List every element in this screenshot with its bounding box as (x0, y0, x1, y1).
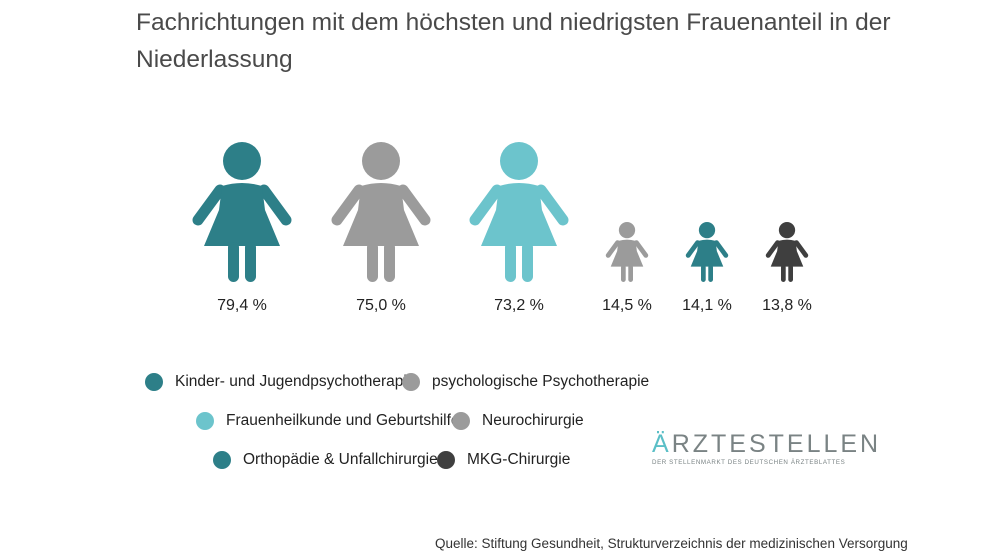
value-label-orthopaedie: 14,1 % (682, 297, 732, 314)
brand-tagline: DER STELLENMARKT DES DEUTSCHEN ÄRZTEBLAT… (652, 459, 846, 466)
figure-dress (770, 239, 804, 267)
figure-dress (610, 239, 644, 267)
legend-item-mkg-chirurgie: MKG-Chirurgie (437, 451, 570, 469)
figure-arm-right (634, 240, 649, 258)
figure-arm-left (685, 240, 700, 258)
value-label-neurochirurgie: 14,5 % (602, 297, 652, 314)
figure-dress (204, 183, 280, 246)
legend-dot (213, 451, 231, 469)
legend-dot (145, 373, 163, 391)
legend-dot (452, 412, 470, 430)
legend-item-kinder-jugendpsychotherapie: Kinder- und Jugendpsychotherapie (145, 373, 415, 391)
brand-wordmark: ÄRZTESTELLEN (652, 430, 878, 458)
legend-dot (402, 373, 420, 391)
woman-icon-neurochirurgie (605, 222, 649, 282)
figure-arm-right (794, 240, 809, 258)
chart-title: Fachrichtungen mit dem höchsten und nied… (136, 9, 891, 73)
figure-arm-left (469, 184, 503, 226)
legend-label: Neurochirurgie (482, 412, 584, 429)
figure-dress (481, 183, 557, 246)
source-note: Quelle: Stiftung Gesundheit, Strukturver… (435, 536, 908, 551)
figure-leg-left (505, 242, 516, 282)
legend-label: Frauenheilkunde und Geburtshilfe (226, 412, 460, 429)
woman-icon-psychologische-psychotherapie (331, 142, 431, 282)
figure-head (698, 222, 716, 239)
legend-label: psychologische Psychotherapie (432, 373, 650, 390)
woman-icon-frauenheilkunde (469, 142, 569, 282)
value-label-kinder-jugendpsychotherapie: 79,4 % (217, 297, 267, 314)
figure-head (778, 222, 796, 239)
pictogram-chart: 79,4 % 75,0 % 73,2 % 14,5 % 14,1 % 13,8 % (192, 142, 812, 314)
figure-arm-left (765, 240, 780, 258)
value-label-frauenheilkunde: 73,2 % (494, 297, 544, 314)
brand-name-rest: RZTESTELLEN (671, 430, 882, 458)
woman-icon-mkg-chirurgie (765, 222, 809, 282)
figure-arm-left (331, 184, 365, 226)
legend-dot (196, 412, 214, 430)
figure-leg-right (708, 264, 713, 282)
figure-arm-right (535, 184, 569, 226)
legend-label: MKG-Chirurgie (467, 451, 571, 468)
value-label-mkg-chirurgie: 13,8 % (762, 297, 812, 314)
figure-leg-right (522, 242, 533, 282)
figure-arm-left (605, 240, 620, 258)
figure-leg-right (788, 264, 793, 282)
figure-arm-right (258, 184, 292, 226)
legend-label: Kinder- und Jugendpsychotherapie (175, 373, 416, 390)
figure-leg-right (628, 264, 633, 282)
figure-dress (343, 183, 419, 246)
legend-item-orthopaedie: Orthopädie & Unfallchirurgie (213, 451, 438, 469)
figure-head (223, 142, 261, 180)
figure-arm-left (192, 184, 226, 226)
woman-icon-kinder-jugendpsychotherapie (192, 142, 292, 282)
figure-head (362, 142, 400, 180)
figure-leg-left (621, 264, 626, 282)
brand-accent: Ä (652, 430, 672, 458)
figure-leg-right (245, 242, 256, 282)
legend-item-neurochirurgie: Neurochirurgie (452, 412, 584, 430)
legend-item-psychologische-psychotherapie: psychologische Psychotherapie (402, 373, 649, 391)
figure-leg-left (228, 242, 239, 282)
value-label-psychologische-psychotherapie: 75,0 % (356, 297, 406, 314)
figure-arm-right (397, 184, 431, 226)
figure-leg-left (367, 242, 378, 282)
figure-leg-left (781, 264, 786, 282)
figure-leg-left (701, 264, 706, 282)
figure-leg-right (384, 242, 395, 282)
figure-head (618, 222, 636, 239)
figure-arm-right (714, 240, 729, 258)
aerztestellen-logo: ÄRZTESTELLEN DER STELLENMARKT DES DEUTSC… (652, 430, 878, 466)
legend-label: Orthopädie & Unfallchirurgie (243, 451, 438, 468)
legend-item-frauenheilkunde: Frauenheilkunde und Geburtshilfe (196, 412, 460, 430)
figure-head (500, 142, 538, 180)
legend-dot (437, 451, 455, 469)
figure-dress (690, 239, 724, 267)
woman-icon-orthopaedie (685, 222, 729, 282)
